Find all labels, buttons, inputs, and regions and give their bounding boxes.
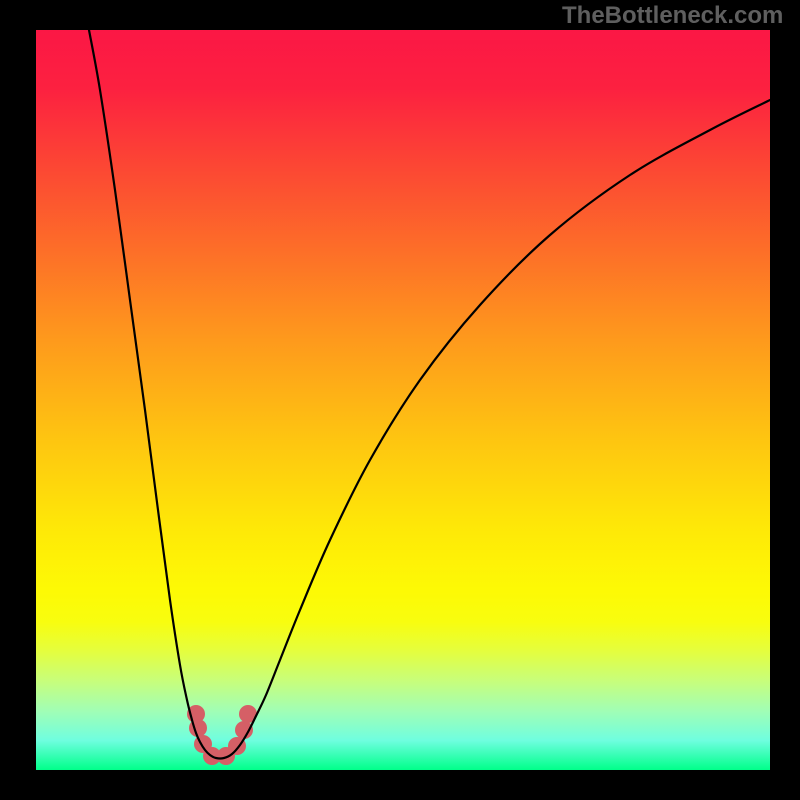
chart-container: TheBottleneck.com bbox=[0, 0, 800, 800]
gradient-plot-area bbox=[36, 30, 770, 770]
watermark-text: TheBottleneck.com bbox=[562, 2, 783, 30]
